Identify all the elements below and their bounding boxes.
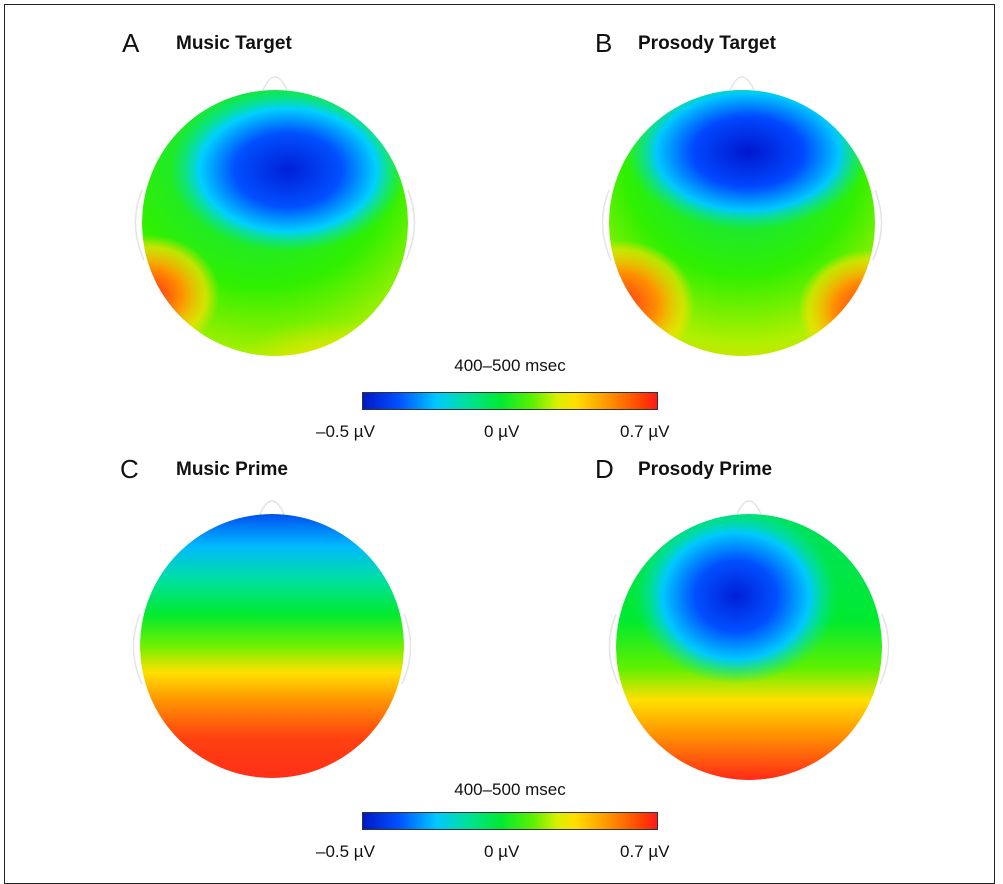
right-ear-icon [401,613,412,685]
colorbar-2-tick-min: –0.5 µV [316,842,375,861]
right-ear-icon [879,613,890,685]
panel-c-topomap [132,500,412,778]
right-ear-icon [405,189,416,261]
panel-c-title: Music Prime [176,459,288,480]
panel-b-letter: B [595,28,613,58]
colorbar-2-tick-zero: 0 µV [484,842,520,861]
left-ear-icon [134,189,145,261]
panel-a-topomap [134,76,416,356]
right-ear-icon [872,189,883,261]
colorbar-1-gradient [362,392,658,410]
panel-c-letter: C [120,454,139,484]
nose-icon [736,500,762,515]
panel-d-letter: D [595,454,614,484]
nose-icon [259,500,285,515]
panel-b-topomap [601,76,883,356]
panel-a-title: Music Target [176,33,292,54]
colorbar-1-tick-min: –0.5 µV [316,422,375,441]
left-ear-icon [608,613,619,685]
nose-icon [262,76,288,91]
colorbar-2-gradient [362,812,658,830]
colorbar-2-tick-max: 0.7 µV [620,842,670,861]
panel-d-topomap [608,500,890,780]
nose-icon [729,76,755,91]
left-ear-icon [132,613,143,685]
panel-d-title: Prosody Prime [638,459,773,480]
colorbar-1-title: 400–500 msec [454,356,566,375]
panel-b-title: Prosody Target [638,33,776,54]
colorbar-1-tick-max: 0.7 µV [620,422,670,441]
colorbar-1-tick-zero: 0 µV [484,422,520,441]
colorbar-2-title: 400–500 msec [454,780,566,799]
left-ear-icon [601,189,612,261]
panel-a-letter: A [122,28,140,58]
